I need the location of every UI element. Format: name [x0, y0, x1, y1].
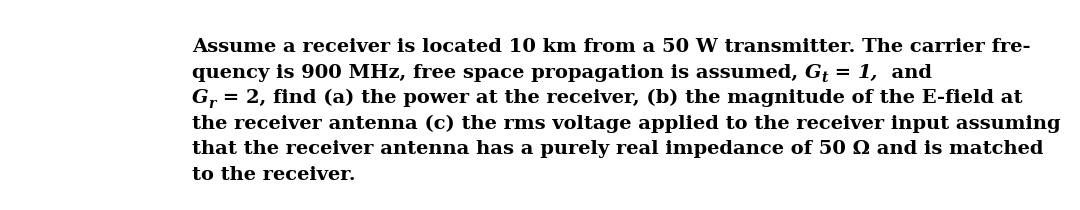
Text: the receiver antenna (c) the rms voltage applied to the receiver input assuming: the receiver antenna (c) the rms voltage… [192, 115, 1061, 133]
Text: Assume a receiver is located 10 km from a 50 W transmitter. The carrier fre-: Assume a receiver is located 10 km from … [192, 38, 1030, 56]
Text: quency is 900 MHz, free space propagation is assumed,: quency is 900 MHz, free space propagatio… [192, 64, 805, 82]
Text: that the receiver antenna has a purely real impedance of 50 Ω and is matched: that the receiver antenna has a purely r… [192, 140, 1043, 158]
Text: r: r [208, 97, 216, 110]
Text: G: G [805, 64, 822, 82]
Text: = 2, find (a) the power at the receiver, (b) the magnitude of the E-field at: = 2, find (a) the power at the receiver,… [216, 89, 1023, 108]
Text: G: G [192, 89, 208, 107]
Text: 1,: 1, [858, 64, 878, 82]
Text: to the receiver.: to the receiver. [192, 166, 355, 184]
Text: t: t [822, 71, 828, 85]
Text: =: = [828, 64, 858, 82]
Text: and: and [878, 64, 932, 82]
